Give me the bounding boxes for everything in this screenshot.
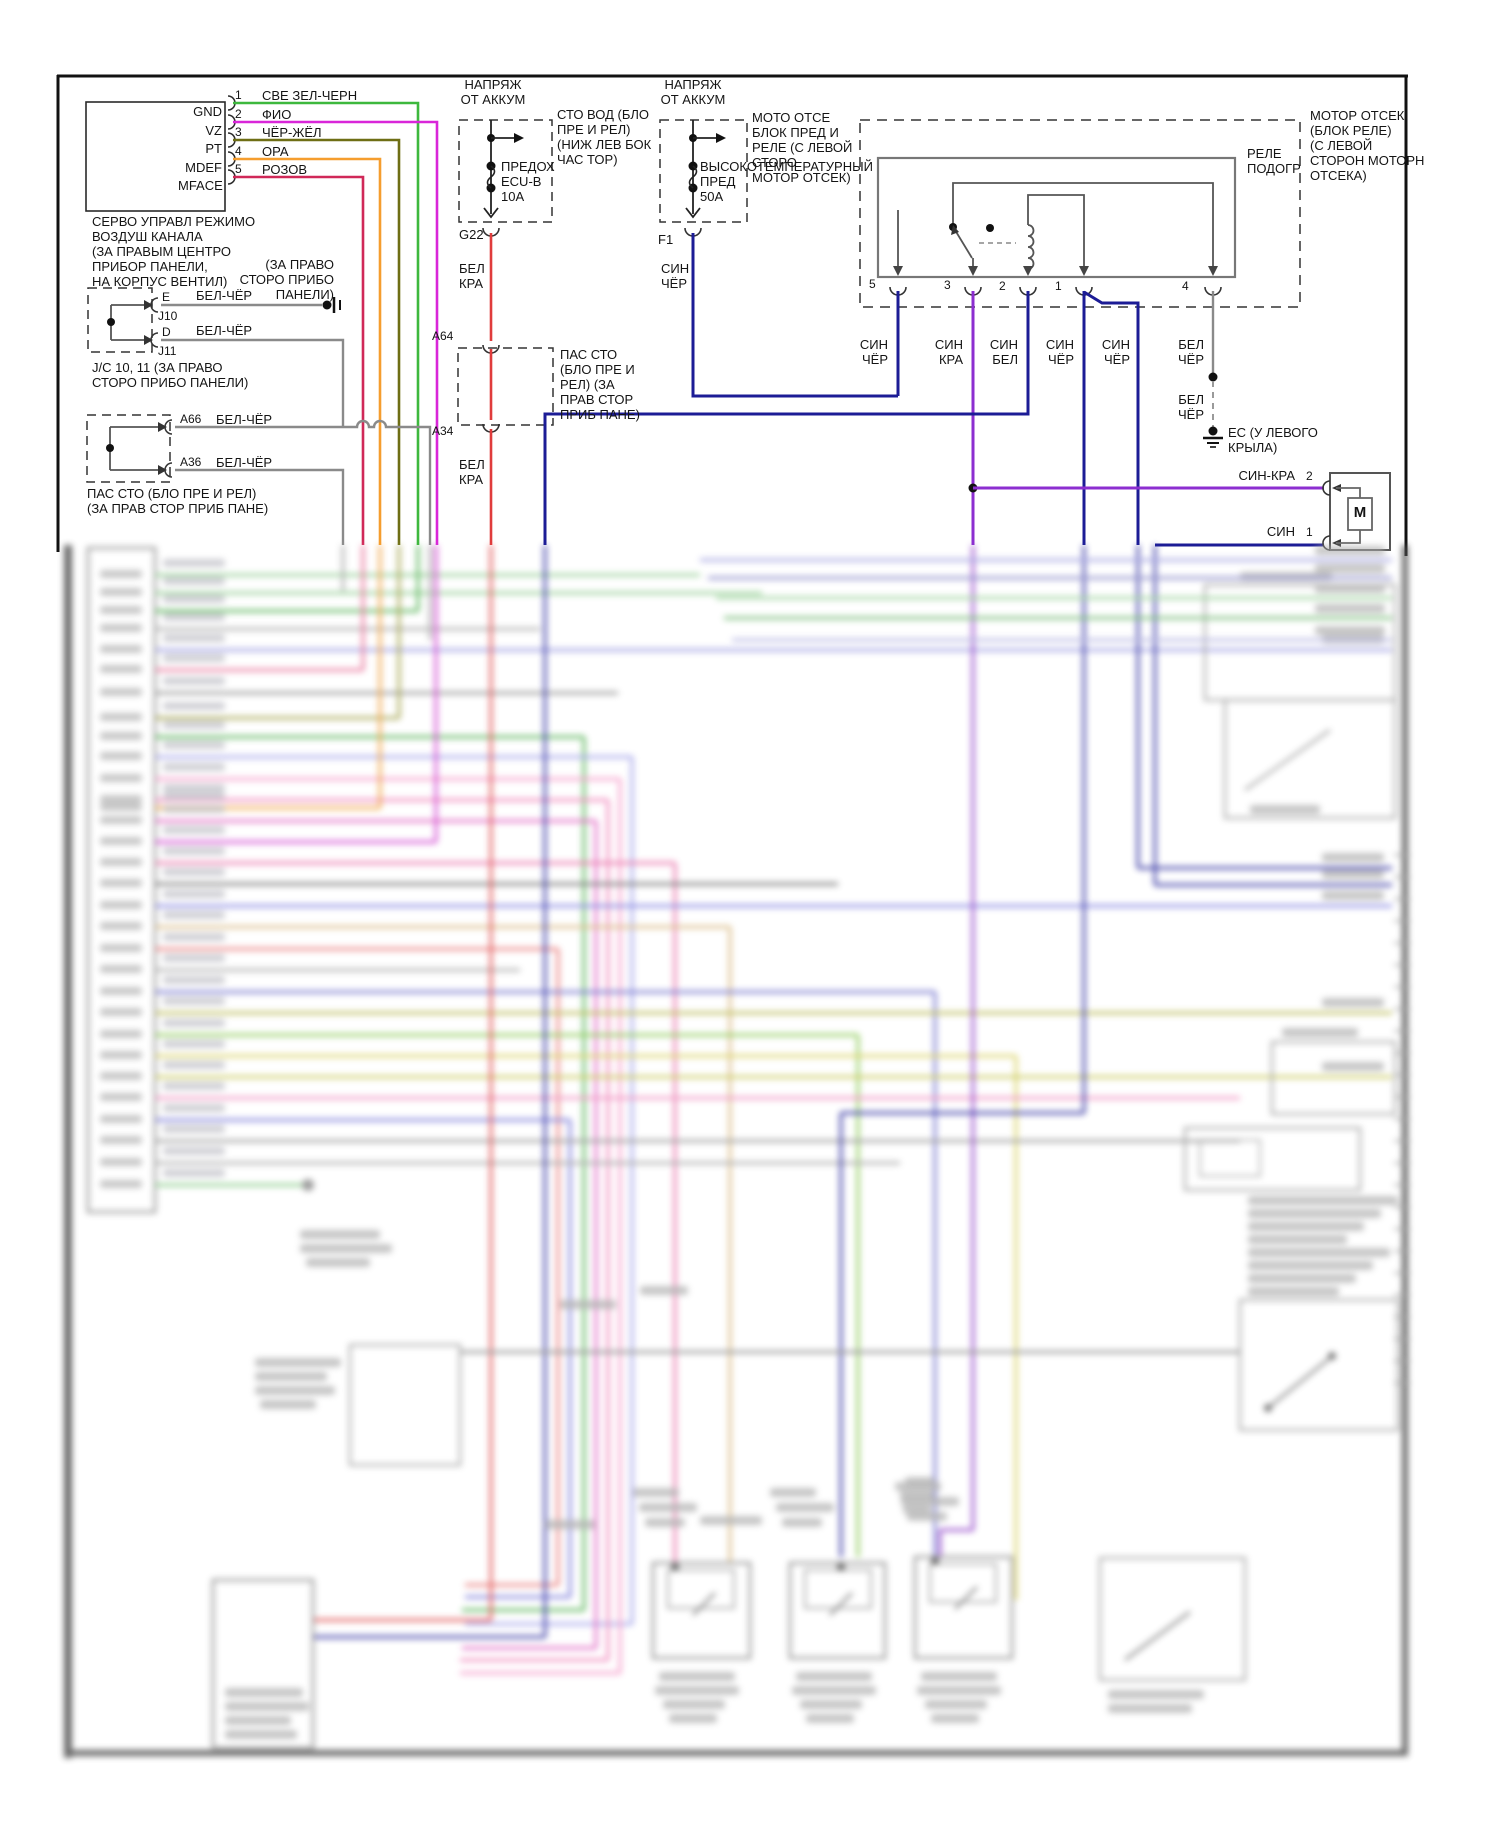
relay-wire-label-2: СИН БЕЛ xyxy=(989,337,1018,367)
servo-wire-2-label: ФИО xyxy=(262,107,292,122)
motor-pin2-number: 2 xyxy=(1306,469,1313,483)
servo-pin-number-1: 1 xyxy=(235,88,242,102)
servo-wire-5-label: РОЗОВ xyxy=(262,162,307,177)
ecu-b-box-note: СТО ВОД (БЛО ПРЕ И РЕЛ) (НИЖ ЛЕВ БОК ЧАС… xyxy=(557,107,652,167)
connector-a64-label: A64 xyxy=(432,329,454,343)
relay-wire-label-1: СИН КРА xyxy=(934,337,963,367)
servo-pin-gnd: GND xyxy=(193,104,222,119)
junction-pin-d: D xyxy=(162,325,171,339)
servo-pin-vz: VZ xyxy=(205,123,222,138)
relay-pin-3: 3 xyxy=(944,278,951,292)
servo-pin-number-4: 4 xyxy=(235,144,242,158)
relay-wire-label-5: БЕЛ ЧЁР xyxy=(1177,337,1204,367)
pass-through-block xyxy=(86,414,432,545)
relay-pin-5: 5 xyxy=(869,277,876,291)
heater-relay xyxy=(859,119,1301,308)
passthrough-a66: A66 xyxy=(180,412,202,426)
servo-pin-mdef: MDEF xyxy=(185,160,222,175)
relay-output-wires xyxy=(543,290,1324,547)
relay-wire-label-4: СИН ЧЁР xyxy=(1101,337,1130,367)
junction-wire2-label: БЕЛ-ЧЁР xyxy=(196,323,253,338)
servo-pin-number-2: 2 xyxy=(235,107,242,121)
relay-name: РЕЛЕ ПОДОГР xyxy=(1247,146,1301,176)
ecu-b-fuse-label: ПРЕДОХ ECU-B 10A xyxy=(501,159,555,204)
servo-wire-3-label: ЧЁР-ЖЁЛ xyxy=(262,125,322,140)
relay-wire-label-3: СИН ЧЁР xyxy=(1045,337,1074,367)
motor-wire1-label: СИН xyxy=(1266,524,1295,539)
main-box-note: МОТО ОТСЕ БЛОК ПРЕД И РЕЛЕ (С ЛЕВОЙ СТОР… xyxy=(752,110,853,185)
main-fuse-branch xyxy=(659,119,898,398)
junction-caption: J/C 10, 11 (ЗА ПРАВО СТОРО ПРИБО ПАНЕЛИ) xyxy=(92,360,249,390)
motor-wire2-label: СИН-КРА xyxy=(1238,468,1296,483)
servo-pin-number-5: 5 xyxy=(235,162,242,176)
servo-pin-mface: MFACE xyxy=(178,178,223,193)
servo-location-note: (ЗА ПРАВО СТОРО ПРИБО ПАНЕЛИ) xyxy=(239,257,334,302)
ground-ec-label: ЕС (У ЛЕВОГО КРЫЛА) xyxy=(1228,425,1318,455)
relay-pin-1: 1 xyxy=(1055,279,1062,293)
ecu-b-source-label: НАПРЯЖ ОТ АККУМ xyxy=(460,77,526,107)
junction-wire1-label: БЕЛ-ЧЁР xyxy=(196,288,253,303)
connector-f1-label: F1 xyxy=(658,232,674,247)
junction-block xyxy=(87,287,345,427)
servo-caption: СЕРВО УПРАВЛ РЕЖИМО ВОЗДУШ КАНАЛА (ЗА ПР… xyxy=(92,214,256,289)
passthrough-wire2-label: БЕЛ-ЧЁР xyxy=(216,455,273,470)
passthrough-a36: A36 xyxy=(180,455,202,469)
passthrough-wire1-label: БЕЛ-ЧЁР xyxy=(216,412,273,427)
servo-pin-pt: PT xyxy=(205,141,222,156)
junction-name-j10: J10 xyxy=(158,309,178,323)
ecu-b-wire-a-label: БЕЛ КРА xyxy=(459,261,485,291)
servo-wire-1-label: СВЕ ЗЕЛ-ЧЕРН xyxy=(262,88,358,103)
main-wire-label: СИН ЧЁР xyxy=(661,261,690,291)
main-source-label: НАПРЯЖ ОТ АККУМ xyxy=(660,77,726,107)
servo-wires xyxy=(233,101,439,545)
main-fuse-label: ВЫСОКОТЕМПЕРАТУРНЫЙ ПРЕД 50A xyxy=(700,159,873,204)
servo-pin-number-3: 3 xyxy=(235,125,242,139)
ecu-b-fuse-branch xyxy=(457,119,554,545)
relay-pin-4: 4 xyxy=(1182,279,1189,293)
servo-connector-box xyxy=(85,95,236,212)
junction-name-j11: J11 xyxy=(158,344,177,358)
connector-g22-label: G22 xyxy=(459,227,484,242)
passthrough-caption: ПАС СТО (БЛО ПРЕ И РЕЛ) (ЗА ПРАВ СТОР ПР… xyxy=(87,486,269,516)
ecu-b-wire-b-label: БЕЛ КРА xyxy=(459,457,485,487)
ecu-b-pass-note: ПАС СТО (БЛО ПРЕ И РЕЛ) (ЗА ПРАВ СТОР ПР… xyxy=(560,347,640,422)
junction-pin-e: E xyxy=(162,290,171,304)
relay-wire-label-0: СИН ЧЁР xyxy=(859,337,888,367)
servo-wire-4-label: ОРА xyxy=(262,144,289,159)
connector-a34-label: A34 xyxy=(432,424,454,438)
relay-location-note: МОТОР ОТСЕК (БЛОК РЕЛЕ) (С ЛЕВОЙ СТОРОН … xyxy=(1310,108,1425,183)
relay-wire-pin4-lower-label: БЕЛ ЧЁР xyxy=(1177,392,1204,422)
relay-pin-2: 2 xyxy=(999,279,1006,293)
diagram-border xyxy=(56,74,1408,556)
motor-symbol: М xyxy=(1353,504,1367,521)
motor-pin1-number: 1 xyxy=(1306,525,1313,539)
